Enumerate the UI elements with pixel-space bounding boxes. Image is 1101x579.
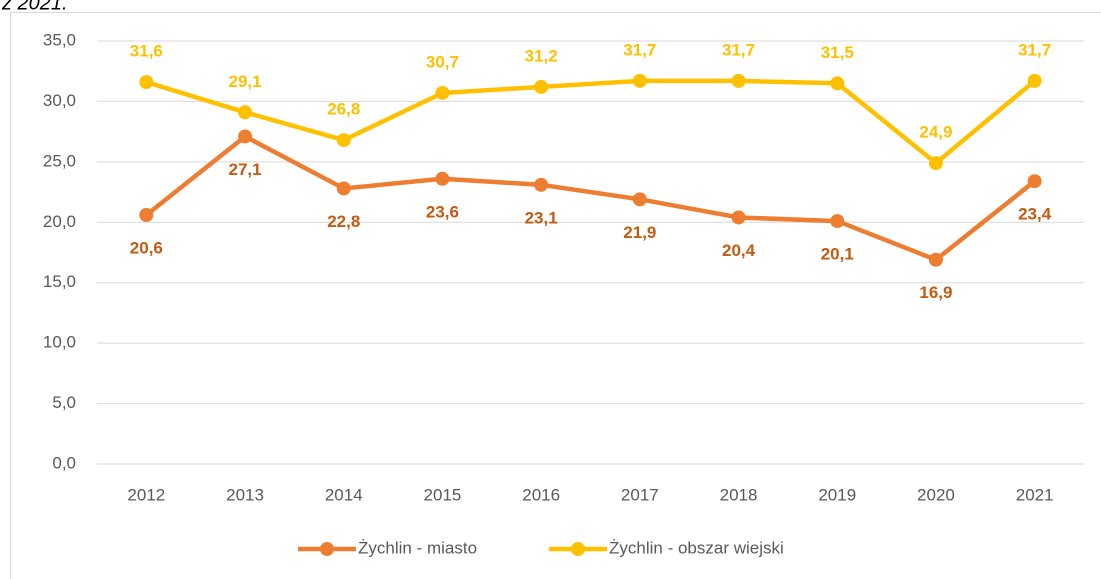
marker <box>534 177 549 192</box>
marker <box>731 210 746 225</box>
data-label: 27,1 <box>229 160 262 179</box>
y-tick-label: 30,0 <box>43 91 76 110</box>
data-label: 26,8 <box>327 100 360 119</box>
marker <box>336 181 351 196</box>
data-label: 23,4 <box>1018 205 1052 224</box>
marker <box>435 171 450 186</box>
marker <box>139 75 154 90</box>
data-label: 30,7 <box>426 52 459 71</box>
data-label: 20,4 <box>722 241 756 260</box>
marker <box>632 192 647 207</box>
data-label: 31,7 <box>1018 40 1051 59</box>
data-label: 20,1 <box>821 245 854 264</box>
legend-marker <box>571 542 585 556</box>
y-tick-label: 0,0 <box>52 453 76 472</box>
data-label: 31,2 <box>525 46 558 65</box>
marker <box>238 105 253 120</box>
data-label: 31,7 <box>623 40 656 59</box>
series-line <box>145 78 1037 166</box>
chart-title: z 2021. <box>1 0 68 14</box>
y-tick-label: 5,0 <box>52 393 76 412</box>
legend-label: Żychlin - miasto <box>358 538 477 557</box>
legend-label: Żychlin - obszar wiejski <box>609 538 784 557</box>
data-label: 23,6 <box>426 202 459 221</box>
x-tick-label: 2013 <box>226 485 264 504</box>
y-tick-label: 15,0 <box>43 272 76 291</box>
marker <box>238 129 253 144</box>
marker <box>632 73 647 88</box>
data-label: 21,9 <box>623 223 656 242</box>
marker <box>534 79 549 94</box>
marker <box>928 252 943 267</box>
marker <box>731 73 746 88</box>
y-tick-label: 20,0 <box>43 212 76 231</box>
series-line <box>144 134 1037 263</box>
x-tick-label: 2014 <box>325 485 363 504</box>
marker <box>928 156 943 171</box>
x-tick-label: 2015 <box>424 485 462 504</box>
data-label: 23,1 <box>525 208 558 227</box>
y-tick-label: 35,0 <box>43 30 76 49</box>
y-tick-label: 10,0 <box>43 333 76 352</box>
data-label: 31,7 <box>722 40 755 59</box>
data-label: 16,9 <box>919 283 952 302</box>
x-tick-label: 2021 <box>1016 485 1054 504</box>
marker <box>336 133 351 148</box>
x-tick-label: 2018 <box>720 485 758 504</box>
data-label: 24,9 <box>919 123 952 142</box>
data-label: 20,6 <box>130 239 163 258</box>
marker <box>830 76 845 91</box>
marker <box>139 208 154 223</box>
legend-marker <box>320 542 334 556</box>
x-tick-label: 2020 <box>917 485 955 504</box>
x-tick-label: 2019 <box>818 485 856 504</box>
chart-frame <box>10 12 1101 579</box>
marker <box>1027 174 1042 189</box>
data-label: 22,8 <box>327 212 360 231</box>
marker <box>435 85 450 100</box>
marker <box>830 214 845 229</box>
x-tick-label: 2017 <box>621 485 659 504</box>
data-label: 31,6 <box>130 42 163 61</box>
data-label: 31,5 <box>821 43 854 62</box>
y-tick-label: 25,0 <box>43 151 76 170</box>
x-tick-label: 2012 <box>127 485 165 504</box>
marker <box>1027 73 1042 88</box>
data-label: 29,1 <box>229 72 262 91</box>
x-tick-label: 2016 <box>522 485 560 504</box>
